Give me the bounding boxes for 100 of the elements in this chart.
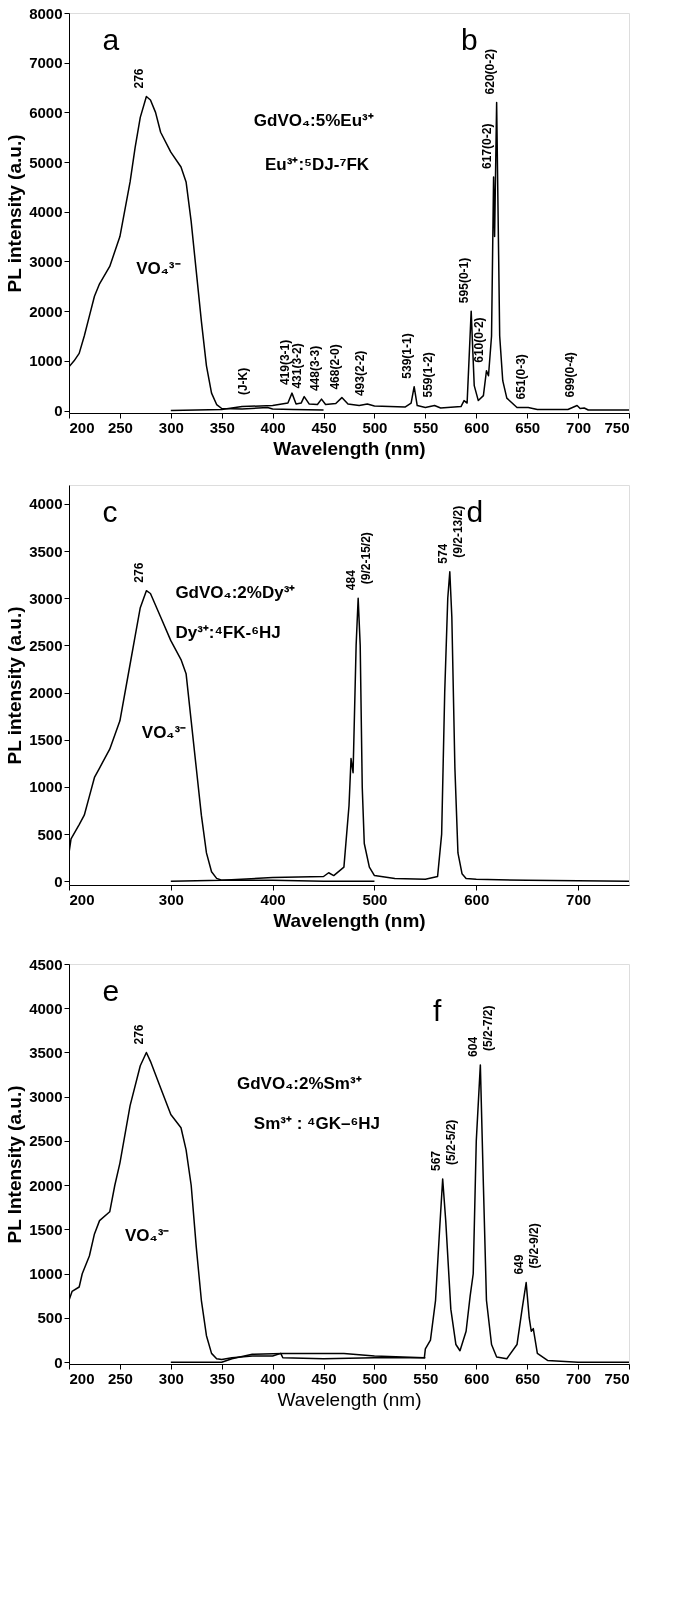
x-tick-label: 600 [464, 1369, 490, 1387]
annotation: 276 [132, 1024, 147, 1045]
annotation: Eu³⁺:⁵DJ-⁷FK [265, 155, 370, 174]
x-tick-label: 250 [107, 1369, 133, 1387]
x-tick-label: 700 [566, 890, 592, 908]
annotation: 567 [428, 1150, 443, 1172]
annotation: (5/2-9/2) [527, 1223, 542, 1269]
x-tick-label: 750 [604, 1369, 630, 1387]
x-tick-label: 200 [69, 890, 95, 908]
annotation: 649 [512, 1254, 527, 1275]
annotation: 610(0-2) [472, 317, 487, 363]
x-tick-label: 500 [362, 1369, 388, 1387]
x-tick-label: 600 [464, 418, 490, 436]
y-tick-label: 2000 [29, 684, 63, 702]
y-tick-label: 1000 [29, 1265, 63, 1283]
y-tick-label: 500 [37, 825, 63, 843]
annotation: 276 [132, 68, 147, 89]
y-tick-label: 4000 [29, 495, 63, 513]
annotation: (J-K) [236, 367, 251, 396]
x-tick-label: 600 [464, 890, 490, 908]
y-axis-title: PL intensity (a.u.) [4, 134, 26, 293]
x-tick-label: 350 [209, 1369, 235, 1387]
annotation: 539(1-1) [400, 333, 415, 379]
annotation: 484 [344, 569, 359, 591]
y-tick-label: 0 [54, 872, 63, 890]
annotation: VO₄³⁻ [136, 259, 181, 278]
annotation: (5/2-7/2) [481, 1005, 496, 1051]
annotation: GdVO₄:2%Dy³⁺ [175, 583, 296, 602]
y-tick-label: 3500 [29, 1044, 63, 1061]
annotation: 419(3-1) [277, 339, 292, 386]
y-tick-label: 2500 [29, 636, 63, 654]
annotation: a [102, 23, 120, 56]
x-tick-label: 300 [158, 890, 184, 908]
annotation: f [433, 994, 442, 1027]
x-tick-label: 650 [515, 1369, 541, 1387]
y-tick-label: 1500 [29, 1220, 63, 1238]
x-tick-label: 700 [566, 418, 592, 436]
x-axis-title: Wavelength (nm) [273, 437, 426, 459]
y-tick-label: 2500 [29, 1132, 63, 1150]
annotation: 574 [435, 543, 450, 564]
x-tick-label: 500 [362, 890, 388, 908]
annotation: VO₄³⁻ [125, 1226, 170, 1245]
y-tick-label: 4000 [29, 999, 63, 1017]
annotation: 276 [132, 562, 147, 583]
annotation: 431(3-2) [290, 343, 305, 389]
annotation: VO₄³⁻ [141, 723, 187, 742]
annotation: (5/2-5/2) [443, 1119, 458, 1166]
annotation: 699(0-4) [563, 352, 578, 398]
annotation: d [466, 495, 484, 528]
annotation: (9/2-15/2) [359, 532, 374, 585]
annotation: 448(3-3) [307, 345, 322, 392]
y-tick-label: 3000 [29, 589, 63, 607]
y-axis-title: PL intensity (a.u.) [4, 606, 26, 765]
annotation: b [461, 23, 478, 56]
x-tick-label: 550 [413, 1369, 439, 1387]
y-tick-label: 0 [54, 1353, 63, 1371]
y-tick-label: 1000 [29, 352, 63, 370]
annotation: c [102, 495, 118, 528]
y-tick-label: 3000 [29, 1088, 63, 1106]
annotation: Dy³⁺:⁴FK-⁶HJ [175, 623, 281, 642]
annotation: 468(2-0) [327, 344, 342, 390]
annotation: (9/2-13/2) [450, 505, 465, 558]
y-tick-label: 1500 [29, 731, 63, 749]
x-tick-label: 200 [69, 418, 95, 436]
y-tick-label: 3500 [29, 542, 63, 560]
annotation: 493(2-2) [353, 350, 368, 397]
y-tick-label: 6000 [29, 103, 63, 121]
x-tick-label: 300 [158, 418, 184, 436]
x-tick-label: 400 [260, 890, 286, 908]
y-tick-label: 4000 [29, 203, 63, 221]
y-tick-label: 3000 [29, 252, 63, 270]
x-tick-label: 200 [69, 1369, 95, 1387]
x-axis-title: Wavelength (nm) [273, 909, 426, 931]
x-tick-label: 400 [260, 1369, 286, 1387]
y-tick-label: 4500 [29, 955, 63, 973]
annotation: 617(0-2) [479, 123, 494, 169]
annotation: GdVO₄:5%Eu³⁺ [253, 111, 374, 130]
y-tick-label: 2000 [29, 1176, 63, 1194]
x-tick-label: 450 [311, 418, 337, 436]
annotation: GdVO₄:2%Sm³⁺ [237, 1074, 362, 1093]
annotation: 604 [466, 1036, 481, 1057]
y-tick-label: 2000 [29, 302, 63, 320]
x-tick-label: 450 [311, 1369, 337, 1387]
y-axis-title: PL Intensity (a.u.) [4, 1085, 26, 1244]
x-tick-label: 700 [566, 1369, 592, 1387]
y-tick-label: 0 [54, 402, 63, 420]
y-tick-label: 7000 [29, 54, 63, 72]
annotation: 620(0-2) [482, 49, 497, 95]
x-tick-label: 500 [362, 418, 388, 436]
y-tick-label: 8000 [29, 4, 63, 22]
x-tick-label: 550 [413, 418, 439, 436]
annotation: 595(0-1) [457, 257, 472, 304]
x-tick-label: 300 [158, 1369, 184, 1387]
x-tick-label: 400 [260, 418, 286, 436]
annotation: Sm³⁺ : ⁴GK–⁶HJ [253, 1114, 380, 1133]
annotation: e [102, 974, 120, 1007]
y-tick-label: 500 [37, 1309, 63, 1327]
x-tick-label: 250 [107, 418, 133, 436]
annotation: 651(0-3) [514, 354, 529, 400]
x-tick-label: 650 [515, 418, 541, 436]
